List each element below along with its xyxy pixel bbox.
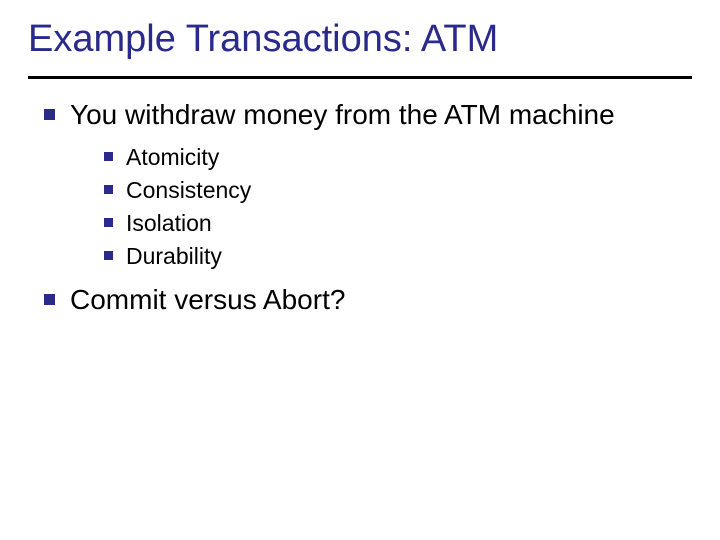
list-item-text: Durability xyxy=(126,243,222,269)
list-item-text: Commit versus Abort? xyxy=(70,284,345,315)
list-item-text: Isolation xyxy=(126,210,212,236)
list-item: Isolation xyxy=(104,208,680,239)
list-item: Atomicity xyxy=(104,142,680,173)
list-item-text: Consistency xyxy=(126,177,251,203)
list-item-text: Atomicity xyxy=(126,144,219,170)
list-item: Consistency xyxy=(104,175,680,206)
slide: Example Transactions: ATM You withdraw m… xyxy=(0,0,720,540)
bullet-list-level2: Atomicity Consistency Isolation Durabili… xyxy=(104,142,680,272)
slide-body: You withdraw money from the ATM machine … xyxy=(0,97,720,317)
bullet-list-level1: You withdraw money from the ATM machine … xyxy=(44,97,680,317)
list-item: Commit versus Abort? xyxy=(44,282,680,317)
list-item-text: You withdraw money from the ATM machine xyxy=(70,99,615,130)
title-rule xyxy=(28,76,692,79)
slide-title: Example Transactions: ATM xyxy=(28,18,692,62)
title-wrap: Example Transactions: ATM xyxy=(0,0,720,70)
list-item: Durability xyxy=(104,241,680,272)
list-item: You withdraw money from the ATM machine … xyxy=(44,97,680,272)
